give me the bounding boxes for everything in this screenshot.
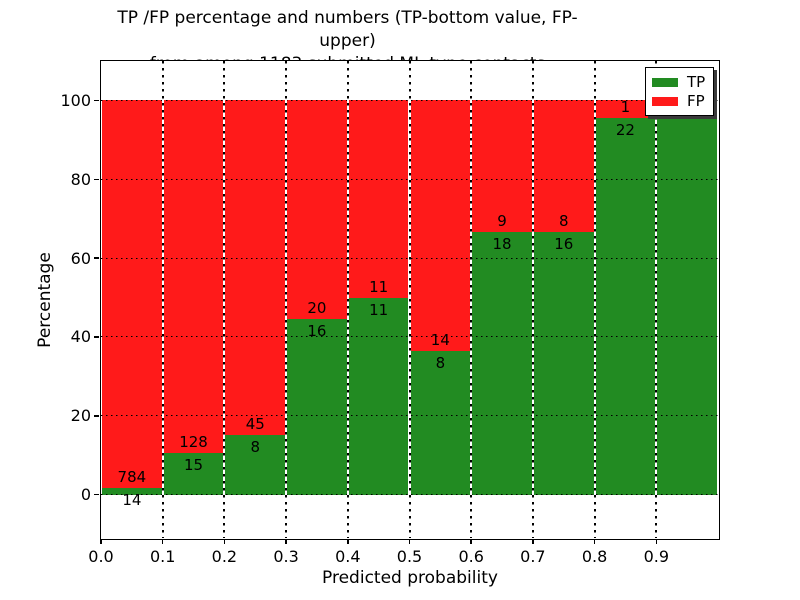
x-tick (100, 539, 102, 544)
bar-fp-segment (102, 100, 162, 488)
bar-tp-segment (410, 351, 471, 495)
legend: TP FP (645, 67, 714, 116)
bar-tp-segment (225, 435, 286, 495)
gridline-vertical (408, 61, 411, 538)
bar-fp-segment (287, 100, 347, 320)
bar-fp-segment (595, 100, 656, 118)
y-tick (94, 336, 99, 338)
fp-count-label: 784 (117, 467, 147, 486)
y-tick (94, 257, 99, 259)
bar-fp-segment (533, 100, 594, 232)
gridline-vertical (346, 61, 349, 538)
fp-count-label: 8 (558, 211, 569, 230)
gridline-vertical (655, 61, 658, 538)
gridline-vertical (161, 61, 164, 538)
x-tick (655, 539, 658, 544)
tp-count-label: 18 (492, 234, 512, 253)
x-tick-label: 0.1 (149, 547, 176, 566)
x-tick-label: 0.3 (273, 547, 299, 566)
x-tick (408, 539, 411, 544)
y-tick (94, 178, 99, 180)
bar-tp-segment (595, 117, 656, 495)
y-tick (94, 99, 99, 102)
plot-area: 0 20 40 60 80 100 0.0 0.1 0.2 0.3 0.4 0.5 0.6 0.7 0.8 0… (60, 60, 720, 566)
legend-item-fp: FP (652, 92, 707, 111)
x-tick-label: 0.0 (88, 547, 114, 566)
legend-label-tp: TP (687, 73, 706, 91)
fp-count-label: 14 (430, 331, 450, 350)
x-tick (223, 539, 226, 544)
gridline-vertical (223, 61, 226, 538)
x-tick (285, 539, 287, 544)
legend-swatch-fp (652, 97, 678, 106)
y-tick (94, 415, 99, 417)
tp-count-label: 8 (435, 354, 446, 373)
x-tick (470, 539, 472, 544)
x-tick-label: 0.9 (643, 547, 670, 566)
bar-tp-segment (348, 297, 409, 495)
y-tick-label: 20 (70, 406, 91, 426)
bar-fp-segment (163, 100, 224, 454)
y-tick-label: 80 (70, 169, 91, 189)
tp-count-label: 11 (369, 300, 389, 319)
x-tick-label: 0.7 (520, 547, 546, 566)
fp-count-label: 1 (620, 97, 631, 116)
x-tick (532, 539, 534, 544)
bar-tp-segment (163, 453, 224, 495)
bar-tp-segment (657, 100, 717, 495)
x-tick-label: 0.8 (581, 547, 608, 566)
bar-tp-segment (287, 319, 347, 495)
x-tick (593, 539, 596, 544)
y-tick-label: 0 (80, 485, 91, 505)
tp-count-label: 22 (615, 120, 635, 139)
gridline-vertical (531, 61, 534, 538)
bar-tp-segment (533, 231, 594, 495)
tp-count-label: 8 (250, 438, 261, 457)
legend-label-fp: FP (687, 92, 705, 110)
legend-item-tp: TP (652, 73, 707, 92)
tp-count-label: 16 (307, 322, 327, 341)
x-tick (161, 539, 164, 544)
y-tick-label: 60 (70, 248, 91, 268)
x-axis-label: Predicted probability (322, 568, 498, 588)
bar-fp-segment (225, 100, 286, 436)
fp-count-label: 9 (497, 211, 507, 230)
bar-fp-segment (472, 100, 532, 232)
tp-count-label: 15 (184, 456, 204, 475)
bar-fp-segment (348, 100, 409, 298)
gridline-vertical (593, 61, 596, 538)
fp-count-label: 20 (307, 299, 327, 318)
legend-swatch-tp (652, 78, 678, 87)
tp-count-label: 14 (122, 490, 142, 509)
y-tick-label: 100 (60, 90, 91, 110)
fp-count-label: 11 (369, 277, 389, 296)
x-tick-label: 0.2 (211, 547, 238, 566)
y-tick-label: 40 (70, 327, 91, 347)
bar-tp-segment (472, 231, 532, 495)
y-tick (94, 493, 99, 496)
x-tick-label: 0.4 (335, 547, 361, 566)
gridline-vertical (285, 61, 288, 538)
fp-count-label: 45 (245, 415, 265, 434)
fp-count-label: 128 (179, 433, 208, 452)
x-tick (347, 539, 349, 544)
chart-title-line-1: TP /FP percentage and numbers (TP-bottom… (117, 8, 578, 51)
bar-fp-segment (410, 100, 471, 352)
x-tick-label: 0.5 (396, 547, 423, 566)
x-tick-label: 0.6 (458, 547, 484, 566)
gridline-vertical (470, 61, 473, 538)
y-axis-label: Percentage (35, 252, 55, 348)
bar-tp-segment (102, 487, 162, 495)
tp-count-label: 16 (554, 234, 574, 253)
